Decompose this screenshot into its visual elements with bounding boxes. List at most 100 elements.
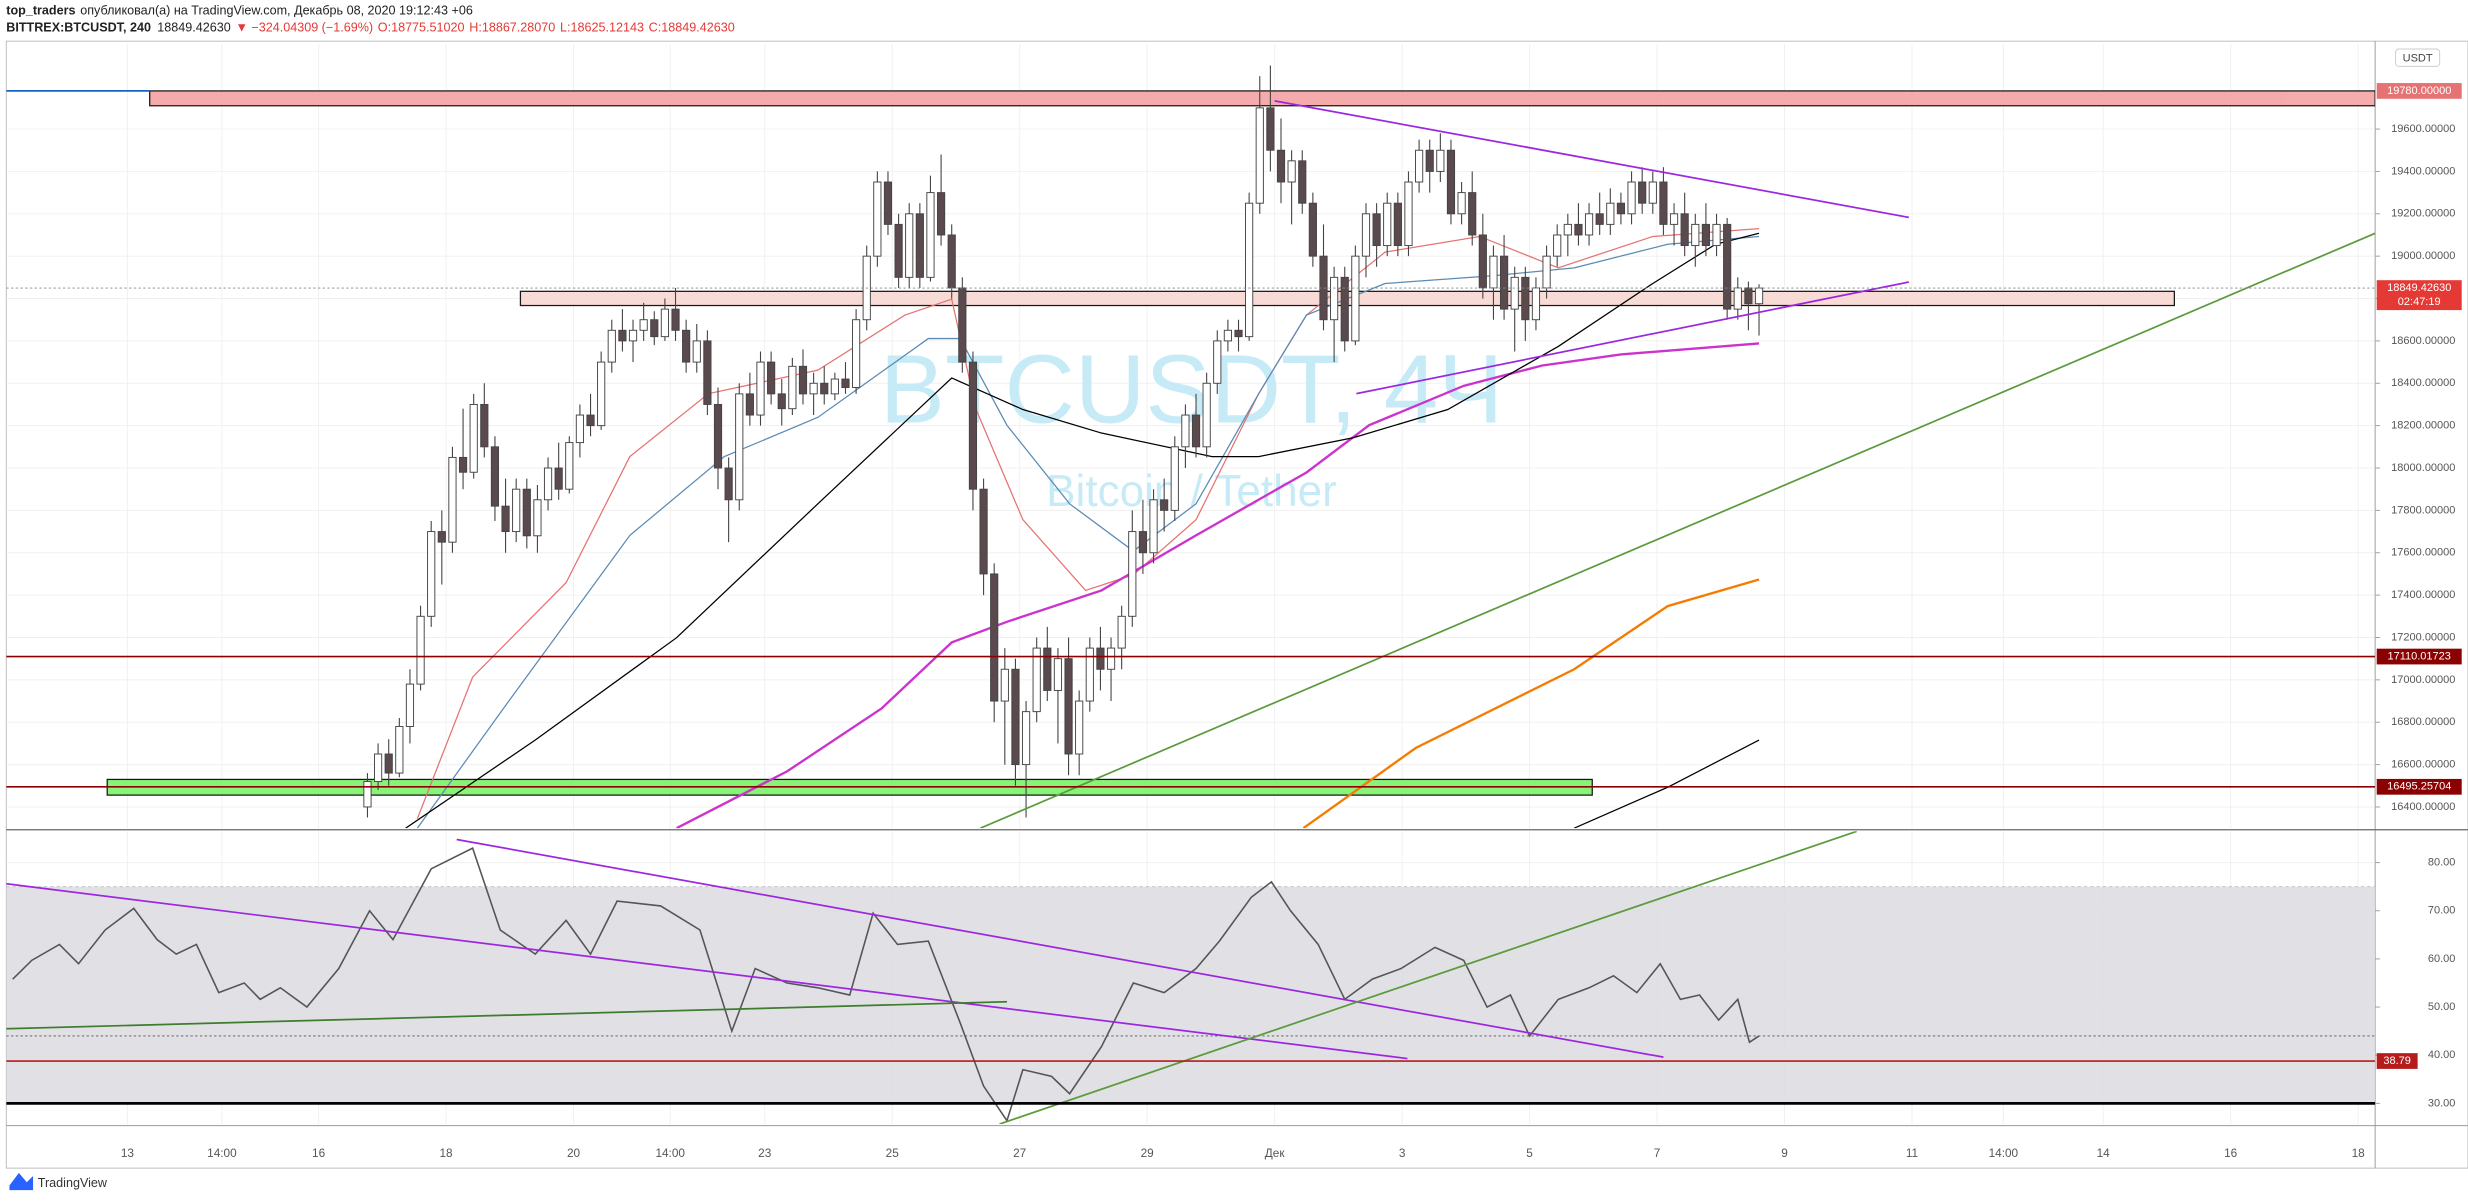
candle-body — [1298, 160, 1307, 204]
level-label-box — [2376, 1053, 2418, 1069]
y-tick-label: 19200.00000 — [2391, 208, 2455, 220]
candle-body — [1393, 202, 1402, 247]
candle-body — [1574, 223, 1583, 236]
level-label-box — [2376, 778, 2462, 795]
candle-body — [363, 781, 372, 808]
x-tick-label: 14:00 — [1989, 1146, 2019, 1160]
candle-body — [841, 378, 850, 388]
y-tick-label: 19000.00000 — [2391, 250, 2455, 262]
candle-body — [1223, 329, 1232, 342]
price-label-box — [2376, 83, 2462, 99]
candle-body — [448, 456, 457, 543]
y-tick-label: 40.00 — [2428, 1049, 2456, 1061]
candle-body — [1181, 414, 1190, 448]
candle-body — [724, 467, 733, 501]
candle-body — [490, 446, 500, 507]
candle-body — [1659, 181, 1668, 225]
candle-body — [1510, 276, 1519, 310]
candle-body — [458, 456, 468, 473]
candle-body — [1330, 276, 1339, 321]
candle-body — [1425, 149, 1434, 172]
candle-body — [873, 181, 882, 257]
candle-body — [1468, 192, 1477, 236]
x-tick-label: 27 — [1013, 1146, 1026, 1160]
y-tick-label: 50.00 — [2428, 1001, 2456, 1013]
candle-body — [1712, 223, 1721, 247]
brand-logo — [9, 1172, 34, 1191]
candle-body — [1202, 382, 1211, 448]
candle-body — [1191, 414, 1201, 448]
level-label-box — [2376, 648, 2462, 665]
y-tick-label: 18600.00000 — [2391, 335, 2455, 347]
currency-box — [2395, 48, 2441, 67]
candle-body — [501, 505, 510, 533]
candle-body — [1075, 700, 1084, 755]
candle-body — [958, 287, 967, 363]
candle-body — [788, 365, 797, 410]
candle-body — [1531, 287, 1541, 321]
x-tick-label: 18 — [440, 1146, 454, 1160]
candle-body — [1000, 668, 1009, 702]
candle-body — [926, 192, 935, 278]
candle-body — [628, 329, 638, 342]
candle-body — [660, 308, 669, 338]
candle-body — [597, 361, 606, 427]
candle-body — [947, 234, 956, 289]
header-line: top_traders опубликовал(а) на TradingView… — [6, 4, 473, 18]
candle-body — [437, 531, 446, 543]
candle-body — [1085, 647, 1094, 702]
candle-body — [543, 467, 553, 501]
candle-body — [1149, 499, 1158, 554]
candle-body — [1754, 287, 1764, 305]
trendline — [6, 1000, 1007, 1030]
y-tick-label: 17200.00000 — [2391, 631, 2455, 643]
candle-body — [1245, 202, 1254, 338]
symbol-line: BITTREX:BTCUSDT, 240 18849.42630 ▼ −324.04… — [6, 21, 734, 35]
candle-body — [427, 531, 436, 617]
candle-body — [650, 319, 659, 338]
candle-body — [713, 403, 723, 469]
candle-body — [1499, 255, 1509, 310]
candle-body — [1691, 223, 1700, 247]
candle-body — [1744, 287, 1753, 305]
candle-body — [1553, 234, 1562, 257]
candle-body — [639, 319, 648, 331]
candle-body — [469, 403, 478, 473]
line-series — [405, 232, 1760, 829]
candle-body — [1011, 668, 1020, 766]
candle-body — [777, 393, 786, 410]
candle-body — [1733, 287, 1742, 310]
candle-body — [1563, 223, 1572, 236]
x-tick-label: 20 — [567, 1146, 581, 1160]
y-tick-label: 19600.00000 — [2391, 123, 2455, 135]
x-tick-label: 23 — [758, 1146, 772, 1160]
open: O:18775.51020 — [378, 21, 465, 35]
candle-body — [1404, 181, 1413, 247]
y-tick-label: 17600.00000 — [2391, 547, 2455, 559]
trendline — [456, 838, 1664, 1058]
candle-body — [1117, 615, 1126, 649]
line-series — [416, 227, 1760, 819]
line-series — [12, 847, 1760, 1123]
x-tick-label: 14 — [2097, 1146, 2111, 1160]
candle-body — [1266, 107, 1275, 151]
candle-body — [1128, 531, 1137, 617]
x-tick-label: 29 — [1141, 1146, 1154, 1160]
candle-body — [1606, 202, 1615, 225]
candle-body — [1701, 223, 1711, 247]
level-label: 16495.25704 — [2387, 781, 2451, 793]
candle-body — [1457, 192, 1466, 215]
candle-body — [1064, 658, 1073, 755]
symbol: BITTREX:BTCUSDT, 240 — [6, 21, 151, 35]
candle-body — [1234, 329, 1243, 338]
candle-body — [533, 499, 542, 537]
author: top_traders — [6, 4, 75, 18]
watermark: BTCUSDT, 4Ч — [880, 335, 1504, 444]
zone — [149, 90, 2376, 107]
y-tick-label: 80.00 — [2428, 857, 2456, 869]
candle-body — [405, 683, 415, 727]
candle-body — [1255, 107, 1264, 204]
axes: 13 14:00 16 18 20 14:00 23 25 27 29 Дек 3 5 7 9 11 14:00… — [121, 83, 2462, 1160]
candle-body — [1383, 202, 1392, 247]
candle-body — [745, 393, 754, 416]
